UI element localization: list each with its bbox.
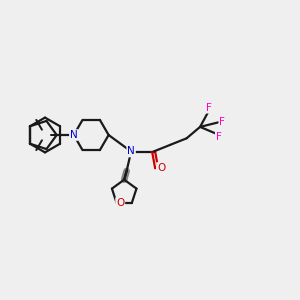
Text: F: F: [206, 103, 212, 113]
Text: N: N: [70, 130, 78, 140]
Text: O: O: [116, 198, 124, 208]
Text: F: F: [216, 132, 222, 142]
Text: F: F: [219, 117, 225, 128]
Text: N: N: [127, 146, 135, 157]
Text: O: O: [157, 163, 165, 173]
